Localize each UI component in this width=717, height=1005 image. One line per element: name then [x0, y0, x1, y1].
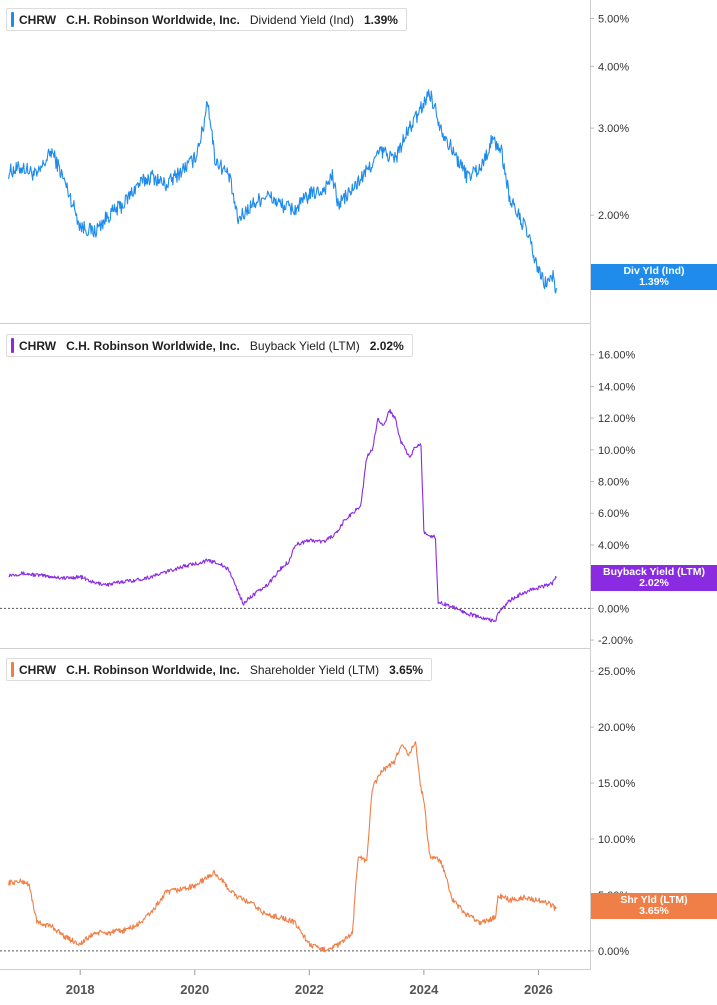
x-tick-label: 2026	[524, 982, 553, 997]
legend-ticker: CHRW	[19, 12, 57, 27]
tag-label: Div Yld (Ind)	[623, 265, 685, 277]
legend-color-swatch	[11, 338, 14, 353]
legend-value: 2.02%	[369, 338, 404, 353]
y-tick-label: 6.00%	[598, 508, 629, 520]
y-tick-label: 0.00%	[598, 603, 629, 615]
y-tick-label: 12.00%	[598, 413, 636, 425]
tag-value: 2.02%	[639, 577, 669, 589]
y-tick-label: 0.00%	[598, 946, 629, 958]
dividend-yield-value-tag: Div Yld (Ind) 1.39%	[591, 264, 717, 290]
y-tick-label: 3.00%	[598, 123, 629, 135]
x-tick-label: 2020	[180, 982, 209, 997]
y-tick-label: 16.00%	[598, 350, 636, 362]
series-line-dividend	[8, 89, 557, 294]
legend-metric: Buyback Yield (LTM)	[249, 338, 360, 353]
y-tick-label: 2.00%	[598, 210, 629, 222]
tag-label: Buyback Yield (LTM)	[603, 566, 705, 578]
tag-value: 3.65%	[639, 905, 669, 917]
legend-ticker: CHRW	[19, 338, 57, 353]
x-tick-label: 2022	[295, 982, 324, 997]
legend-value: 1.39%	[363, 12, 398, 27]
y-tick-label: 4.00%	[598, 540, 629, 552]
series-line-shareholder	[8, 741, 557, 953]
legend-buyback-yield: CHRW C.H. Robinson Worldwide, Inc. Buyba…	[6, 334, 413, 357]
legend-shareholder-yield: CHRW C.H. Robinson Worldwide, Inc. Share…	[6, 658, 433, 681]
buyback-yield-value-tag: Buyback Yield (LTM) 2.02%	[591, 565, 717, 591]
y-tick-label: 15.00%	[598, 778, 636, 790]
y-tick-label: 10.00%	[598, 834, 636, 846]
legend-dividend-yield: CHRW C.H. Robinson Worldwide, Inc. Divid…	[6, 8, 407, 31]
legend-company: C.H. Robinson Worldwide, Inc.	[66, 12, 240, 27]
y-tick-label: 5.00%	[598, 13, 629, 25]
legend-value: 3.65%	[389, 662, 424, 677]
y-tick-label: 8.00%	[598, 477, 629, 489]
x-tick-label: 2018	[66, 982, 95, 997]
x-tick-label: 2024	[409, 982, 439, 997]
y-tick-label: 4.00%	[598, 61, 629, 73]
tag-label: Shr Yld (LTM)	[620, 894, 688, 906]
legend-color-swatch	[11, 12, 14, 27]
y-tick-label: 20.00%	[598, 722, 636, 734]
legend-company: C.H. Robinson Worldwide, Inc.	[66, 662, 240, 677]
y-tick-label: -2.00%	[598, 635, 633, 647]
y-tick-label: 14.00%	[598, 381, 636, 393]
legend-metric: Shareholder Yield (LTM)	[249, 662, 380, 677]
legend-metric: Dividend Yield (Ind)	[249, 12, 354, 27]
y-tick-label: 25.00%	[598, 666, 636, 678]
tag-value: 1.39%	[639, 276, 669, 288]
legend-company: C.H. Robinson Worldwide, Inc.	[66, 338, 240, 353]
y-tick-label: 10.00%	[598, 445, 636, 457]
shareholder-yield-value-tag: Shr Yld (LTM) 3.65%	[591, 893, 717, 919]
series-line-buyback	[8, 408, 557, 623]
legend-ticker: CHRW	[19, 662, 57, 677]
legend-color-swatch	[11, 662, 14, 677]
